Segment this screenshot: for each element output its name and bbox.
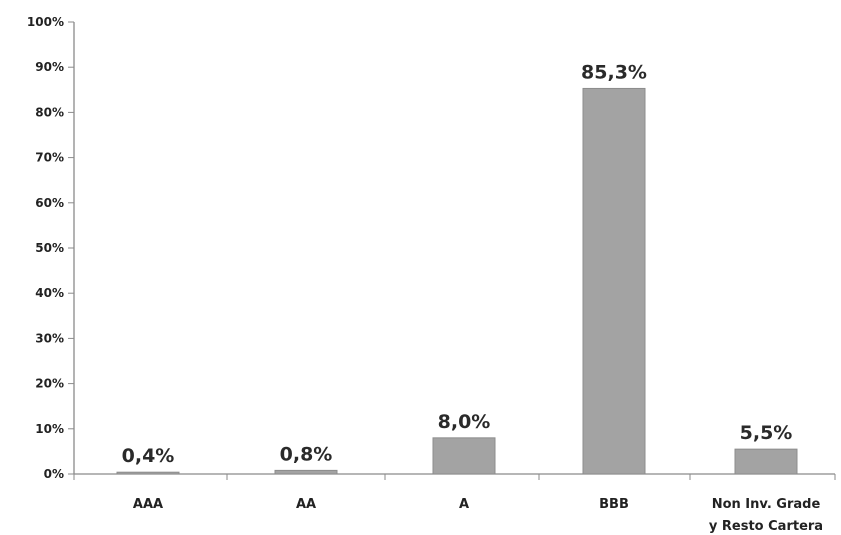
bar bbox=[274, 469, 338, 475]
bar bbox=[582, 87, 646, 475]
data-label: 8,0% bbox=[438, 411, 491, 433]
x-tick-label: AA bbox=[296, 497, 316, 512]
y-tick-label: 40% bbox=[35, 286, 64, 300]
data-label: 85,3% bbox=[581, 61, 647, 83]
x-tick-label: BBB bbox=[599, 497, 629, 512]
x-axis: AAA AA A BBB Non Inv. Grade y Resto Cartera bbox=[73, 473, 836, 534]
y-axis: 0% 10% 20% 30% 40% 50% 60% 70% 80% 90% 100% bbox=[27, 15, 75, 481]
data-label: 0,4% bbox=[122, 445, 175, 467]
bar bbox=[734, 448, 798, 475]
data-labels: 0,4% 0,8% 8,0% 85,3% 5,5% bbox=[122, 61, 793, 467]
x-tick-label-line: y Resto Cartera bbox=[709, 519, 823, 534]
x-tick-label: AAA bbox=[133, 497, 163, 512]
bar bbox=[116, 471, 180, 475]
x-tick-label-line: AAA bbox=[133, 497, 163, 512]
bar bbox=[432, 437, 496, 475]
data-label: 0,8% bbox=[280, 443, 333, 465]
x-tick-label-line: AA bbox=[296, 497, 316, 512]
y-tick-label: 80% bbox=[35, 105, 64, 119]
y-tick-label: 20% bbox=[35, 377, 64, 391]
y-tick-label: 10% bbox=[35, 422, 64, 436]
data-label: 5,5% bbox=[740, 422, 793, 444]
x-tick-label-line: A bbox=[459, 497, 469, 512]
y-tick-label: 70% bbox=[35, 151, 64, 165]
x-tick-label-line: Non Inv. Grade bbox=[712, 497, 821, 512]
y-tick-label: 90% bbox=[35, 60, 64, 74]
x-tick-label-line: BBB bbox=[599, 497, 629, 512]
x-tick-label: A bbox=[459, 497, 469, 512]
y-tick-label: 100% bbox=[27, 15, 64, 29]
y-tick-label: 30% bbox=[35, 331, 64, 345]
bars bbox=[116, 87, 798, 475]
x-tick-label: Non Inv. Grade y Resto Cartera bbox=[709, 497, 823, 534]
y-tick-label: 50% bbox=[35, 241, 64, 255]
y-tick-label: 60% bbox=[35, 196, 64, 210]
y-tick-label: 0% bbox=[44, 467, 64, 481]
